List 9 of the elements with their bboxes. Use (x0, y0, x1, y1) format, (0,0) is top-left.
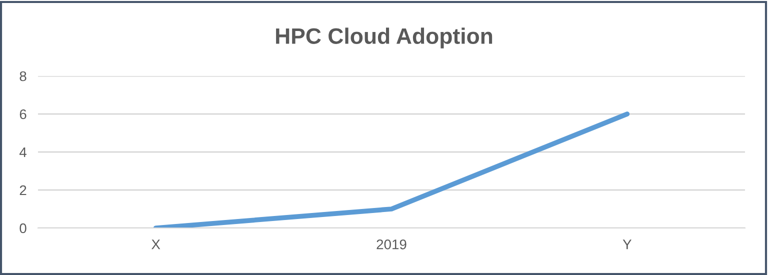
x-tick-label: Y (622, 240, 632, 250)
y-tick-label: 4 (19, 147, 26, 158)
x-tick-label: 2019 (376, 239, 406, 250)
y-tick-label: 2 (20, 185, 26, 196)
y-tick-label: 0 (20, 223, 26, 234)
y-tick-label: 6 (20, 109, 26, 120)
x-tick-label: X (152, 240, 160, 250)
chart-title: HPC Cloud Adoption (276, 28, 492, 48)
y-tick-label: 8 (20, 71, 26, 82)
